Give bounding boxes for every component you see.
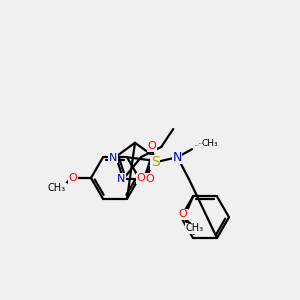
Text: N: N [117, 174, 125, 184]
Text: S: S [151, 155, 159, 169]
Text: O: O [136, 173, 146, 183]
Text: O: O [178, 209, 188, 219]
Text: O: O [148, 141, 156, 151]
Text: O: O [69, 173, 77, 183]
Text: CH₃: CH₃ [48, 183, 66, 193]
Text: methyl: methyl [195, 145, 200, 146]
Text: CH₃: CH₃ [186, 224, 204, 233]
Text: N: N [109, 153, 117, 163]
Text: methyl: methyl [199, 143, 204, 144]
Text: N: N [172, 151, 182, 164]
Text: O: O [146, 174, 154, 184]
Text: CH₃: CH₃ [201, 139, 217, 148]
